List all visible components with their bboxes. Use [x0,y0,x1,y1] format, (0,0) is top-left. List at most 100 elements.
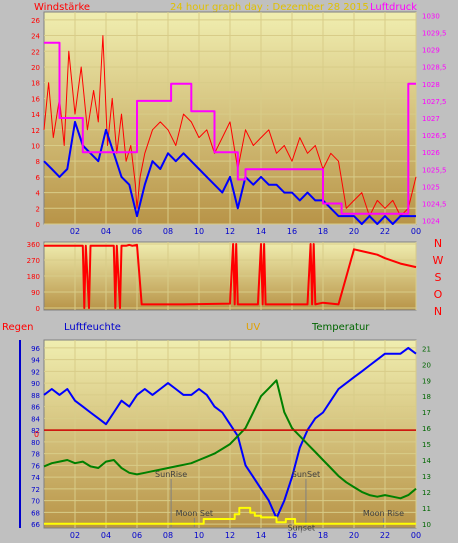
humidity-y-tick-84: 84 [31,415,40,423]
humidity-y-tick-74: 74 [31,474,40,482]
series-humidity-line [43,346,417,520]
pressure-y-tick-1026,5: 1026,5 [422,132,447,140]
series-layer [43,35,417,525]
series-direction-line [44,243,417,309]
wind-x-tick-12: 12 [225,227,235,236]
temperature-y-tick-11: 11 [422,505,431,513]
wind-x-tick-06: 06 [132,227,142,236]
wind-y-tick-24: 24 [31,33,40,41]
pressure-y-tick-1024: 1024 [422,218,440,226]
wind-y-tick-18: 18 [31,80,40,88]
climate-x-tick-18: 18 [318,531,328,540]
wind-y-tick-6: 6 [36,174,41,182]
wind-y-tick-8: 8 [36,158,40,166]
wind-axis-title: Windstärke [34,2,90,13]
direction-y-tick-0: 0 [36,305,40,313]
wind-x-tick-16: 16 [287,227,297,236]
compass-label-4: N [434,305,442,318]
pressure-y-tick-1029: 1029 [422,47,440,55]
wind-x-tick-22: 22 [380,227,390,236]
humidity-y-tick-90: 90 [31,380,40,388]
humidity-y-tick-96: 96 [31,345,40,353]
temperature-y-tick-19: 19 [422,377,431,385]
temperature-title: Temperatur [311,322,370,333]
compass-label-2: S [435,271,442,284]
humidity-title: Luftfeuchte [64,322,121,333]
pressure-y-tick-1028,5: 1028,5 [422,64,447,72]
wind-y-tick-16: 16 [31,95,40,103]
climate-x-tick-10: 10 [194,531,204,540]
humidity-y-tick-88: 88 [31,392,40,400]
temperature-y-tick-18: 18 [422,393,431,401]
climate-x-tick-04: 04 [101,531,111,540]
wind-x-tick-14: 14 [256,227,266,236]
climate-x-tick-16: 16 [287,531,297,540]
compass-label-3: O [434,288,443,301]
event-label-0: SunRise [155,470,187,479]
temperature-y-tick-21: 21 [422,345,431,353]
direction-y-tick-360: 360 [27,241,40,249]
series-pressure-line [44,41,416,215]
humidity-y-tick-66: 66 [31,521,40,529]
wind-y-tick-2: 2 [36,205,40,213]
rain-title: Regen [2,322,34,333]
pressure-y-tick-1026: 1026 [422,149,440,157]
humidity-y-tick-92: 92 [31,368,40,376]
pressure-y-tick-1025: 1025 [422,183,440,191]
climate-x-tick-14: 14 [256,531,266,540]
humidity-y-tick-76: 76 [31,462,40,470]
climate-x-tick-20: 20 [349,531,359,540]
event-label-3: Moon Rise [363,509,404,518]
compass-label-0: N [434,237,442,250]
humidity-y-tick-82: 82 [31,427,40,435]
pressure-y-tick-1028: 1028 [422,81,440,89]
humidity-y-tick-78: 78 [31,451,40,459]
wind-x-tick-20: 20 [349,227,359,236]
climate-x-tick-00: 00 [411,531,421,540]
pressure-y-tick-1027: 1027 [422,115,440,123]
wind-y-tick-26: 26 [31,17,40,25]
wind-x-tick-00: 00 [411,227,421,236]
wind-y-tick-20: 20 [31,64,40,72]
label-layer: 02 04 06 08 10 12 14 16 18 20 22 000246810121416182… [27,12,447,540]
climate-x-tick-22: 22 [380,531,390,540]
wind-x-tick-02: 02 [70,227,80,236]
climate-x-tick-02: 02 [70,531,80,540]
wind-x-tick-18: 18 [318,227,328,236]
humidity-y-tick-70: 70 [31,498,40,506]
temperature-y-tick-20: 20 [422,361,431,369]
humidity-y-tick-86: 86 [31,404,40,412]
pressure-y-tick-1029,5: 1029,5 [422,30,447,38]
uv-title: UV [246,322,260,333]
temperature-y-tick-15: 15 [422,441,431,449]
wind-y-tick-4: 4 [36,190,41,198]
temperature-y-tick-14: 14 [422,457,431,465]
pressure-axis-title: Luftdruck [370,2,417,13]
series-temperature-line [43,379,417,500]
rain-zero-label: 0 [34,430,39,439]
series-wind-line [43,35,417,217]
wind-y-tick-10: 10 [31,142,40,150]
event-label-1: Moon Set [176,509,213,518]
humidity-y-tick-72: 72 [31,486,40,494]
climate-x-tick-12: 12 [225,531,235,540]
wind-y-tick-12: 12 [31,127,40,135]
pressure-y-tick-1030: 1030 [422,12,440,20]
wind-y-tick-14: 14 [31,111,40,119]
temperature-y-tick-12: 12 [422,489,431,497]
event-label-4: Sunset [288,524,315,533]
wind-x-tick-10: 10 [194,227,204,236]
direction-y-tick-90: 90 [31,289,40,297]
pressure-y-tick-1025,5: 1025,5 [422,166,447,174]
pressure-y-tick-1027,5: 1027,5 [422,98,447,106]
wind-x-tick-04: 04 [101,227,111,236]
climate-x-tick-06: 06 [132,531,142,540]
wind-x-tick-08: 08 [163,227,173,236]
pressure-y-tick-1024,5: 1024,5 [422,200,447,208]
direction-y-tick-270: 270 [27,257,40,265]
series-wind_avg-line [43,120,416,225]
humidity-y-tick-80: 80 [31,439,40,447]
grid-layer [19,12,417,533]
event-label-2: SunSet [292,470,320,479]
chart-title: 24 hour graph day : Dezember 28 2015 [170,2,369,13]
